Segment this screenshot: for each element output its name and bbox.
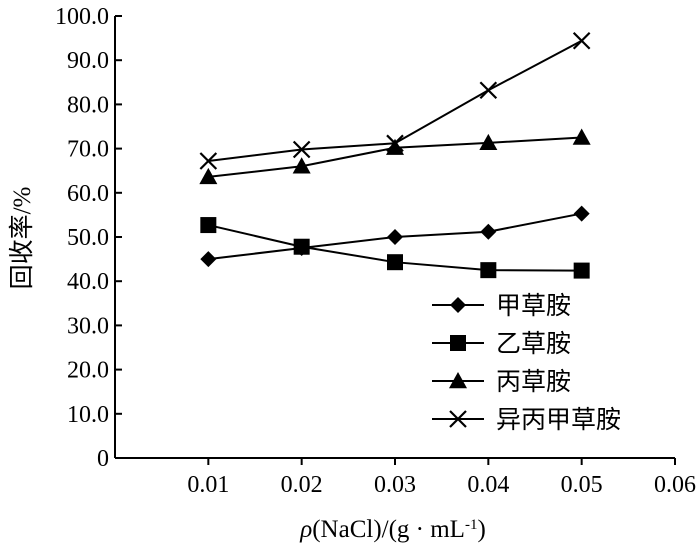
point-s3-1-stroke-b [292, 140, 311, 159]
x-axis-title-sup: -1 [465, 517, 478, 533]
x-tick-label-5: 0.06 [654, 472, 696, 498]
legend-marker-1 [450, 335, 466, 351]
point-s0-4 [573, 205, 590, 222]
point-s0-3 [480, 223, 497, 240]
legend-label-0: 甲草胺 [496, 291, 571, 320]
point-s2-2 [386, 138, 404, 155]
y-axis-title: 回收率/% [8, 187, 36, 290]
point-s1-2 [387, 254, 403, 271]
x-tick-label-1: 0.02 [281, 472, 323, 498]
point-s1-0 [200, 217, 217, 234]
x-tick-label-2: 0.03 [374, 472, 416, 498]
y-tick-label-6: 60.0 [67, 181, 109, 207]
y-tick-label-2: 20.0 [67, 358, 109, 384]
axes: 0 10.0 20.0 30.0 40.0 50.0 60.0 70.0 80.0 90.0 100… [55, 4, 696, 498]
y-tick-label-1: 10.0 [67, 402, 109, 428]
point-s3-2-stroke-b [386, 134, 404, 153]
point-s0-0 [200, 251, 217, 268]
y-tick-label-5: 50.0 [67, 225, 109, 251]
point-s0-2 [387, 229, 403, 245]
point-s2-4 [572, 128, 591, 145]
y-tick-label-9: 90.0 [67, 48, 109, 74]
point-s3-0 [199, 152, 218, 170]
y-tick-label-7: 70.0 [67, 137, 109, 163]
point-s3-1 [292, 140, 311, 159]
x-tick-label-3: 0.04 [467, 472, 509, 498]
x-axis-title-rho: ρ [299, 516, 312, 543]
point-s2-0 [199, 167, 218, 185]
legend-marker-0 [450, 297, 466, 313]
legend-label-3: 异丙甲草胺 [496, 405, 621, 434]
y-tick-label-3: 30.0 [67, 313, 109, 339]
y-tick-label-0: 0 [97, 446, 109, 472]
point-s2-3 [479, 133, 498, 151]
legend-label-2: 丙草胺 [496, 367, 571, 396]
legend-label-1: 乙草胺 [496, 329, 571, 358]
point-s3-0-stroke-b [199, 152, 218, 170]
point-s3-4 [572, 31, 591, 50]
point-s3-2 [386, 134, 404, 153]
y-tick-label-8: 80.0 [67, 92, 109, 118]
y-tick-label-4: 40.0 [67, 269, 109, 295]
point-s3-4-stroke-b [572, 31, 591, 50]
series-group [199, 31, 591, 279]
legend-marker-2 [449, 372, 467, 389]
legend-marker-3-stroke-b [449, 410, 467, 428]
x-tick-label-0: 0.01 [187, 472, 229, 498]
x-tick-label-4: 0.05 [561, 472, 603, 498]
x-axis-title: ρ(NaCl)/(g · mL-1) [299, 516, 486, 543]
point-s1-4 [573, 262, 590, 279]
point-s2-1 [292, 157, 311, 174]
point-s1-3 [480, 262, 497, 279]
legend-marker-3 [449, 410, 467, 428]
point-s3-3-stroke-b [479, 81, 498, 100]
x-axis-title-close: ) [477, 516, 485, 543]
x-axis-title-main: (NaCl)/(g · mL [312, 516, 465, 543]
point-s3-3 [479, 81, 498, 100]
point-s1-1 [293, 238, 310, 255]
y-tick-label-10: 100.0 [55, 4, 109, 30]
